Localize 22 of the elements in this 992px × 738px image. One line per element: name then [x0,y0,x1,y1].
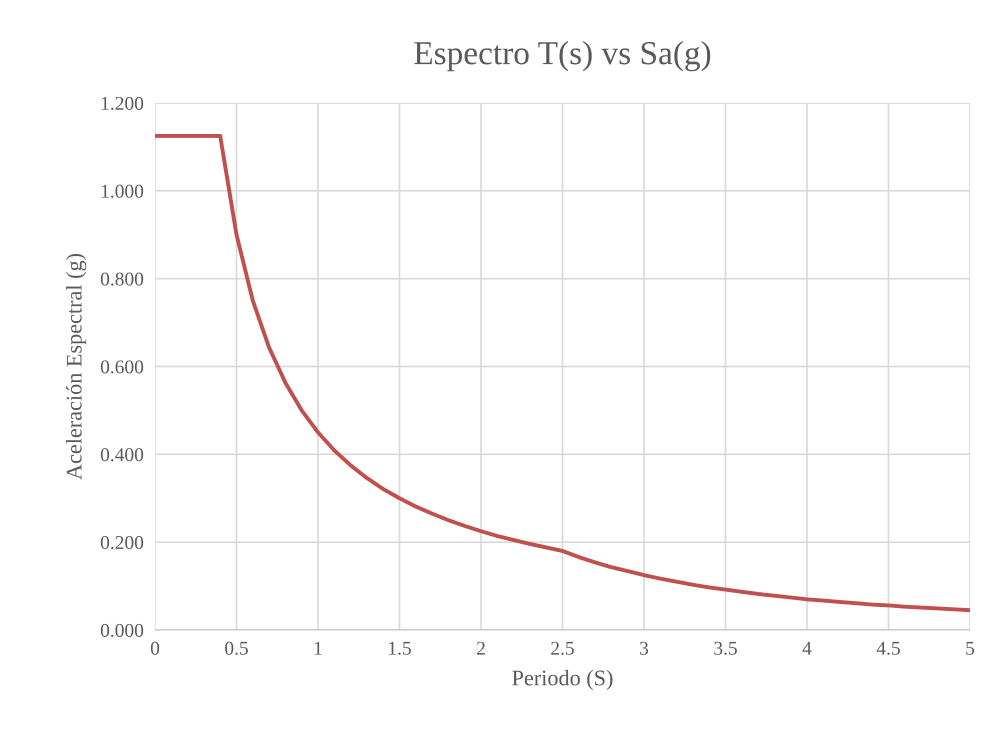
x-axis-title: Periodo (S) [512,670,612,690]
line-series [155,134,970,612]
x-tick-label: 4.5 [876,642,900,655]
x-tick-label: 5 [966,642,974,655]
y-tick-label: 1.200 [102,96,144,110]
x-tick-label: 0 [150,642,160,655]
x-tick-label: 4 [802,642,812,655]
x-tick-label: 2.5 [551,642,574,655]
y-tick-label: 1.000 [102,184,144,198]
x-tick-label: 3.5 [714,642,737,655]
y-tick-label: 0.200 [100,536,144,550]
y-tick-label: 0.000 [100,624,144,638]
chart-title: Espectro T(s) vs Sa(g) [414,40,710,72]
y-tick-label: 0.600 [100,360,144,374]
y-tick-label: 0.800 [100,272,144,286]
x-tick-label: 1.5 [389,642,411,655]
x-tick-label: 2 [476,642,485,655]
x-tick-label: 0.5 [225,642,248,655]
y-axis-title: Aceleración Espectral (g) [66,254,86,480]
x-tick-label: 1 [314,642,322,655]
y-tick-label: 0.400 [100,448,144,462]
x-tick-label: 3 [640,642,648,655]
